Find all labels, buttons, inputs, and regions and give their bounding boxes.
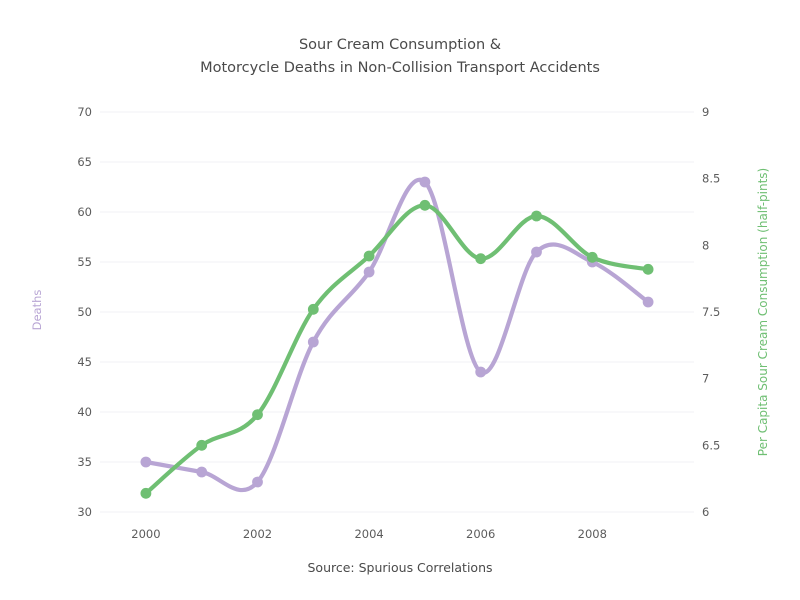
left-axis-tick-labels: 30 35 40 45 50 55 60 65 70: [77, 105, 92, 519]
x-axis-tick-label: 2006: [466, 527, 495, 541]
left-axis-tick-label: 35: [77, 455, 92, 469]
x-axis-tick-label: 2008: [578, 527, 607, 541]
data-point-marker[interactable]: [531, 246, 542, 258]
data-point-marker[interactable]: [140, 456, 152, 468]
data-point-marker[interactable]: [586, 251, 598, 263]
data-point-marker[interactable]: [307, 336, 319, 348]
left-axis-tick-label: 55: [77, 255, 92, 269]
data-point-marker[interactable]: [363, 250, 375, 262]
data-point-marker[interactable]: [307, 303, 319, 315]
data-point-marker[interactable]: [419, 199, 431, 211]
left-axis-tick-label: 45: [77, 355, 92, 369]
left-axis-title: Deaths: [30, 290, 44, 331]
data-point-marker[interactable]: [196, 439, 208, 451]
right-axis-tick-label: 7.5: [702, 305, 720, 319]
data-point-marker[interactable]: [196, 466, 208, 478]
right-axis-tick-label: 8: [702, 238, 709, 252]
right-axis-tick-labels: 6 6.5 7 7.5 8 8.5 9: [702, 105, 720, 519]
data-point-marker[interactable]: [252, 476, 263, 488]
chart-caption: Source: Spurious Correlations: [307, 560, 492, 575]
data-point-marker[interactable]: [252, 409, 263, 421]
gridlines: [100, 111, 694, 513]
data-point-marker[interactable]: [531, 210, 542, 222]
x-axis-tick-labels: 2000 2002 2004 2006 2008: [131, 527, 607, 541]
left-axis-tick-label: 50: [77, 305, 92, 319]
data-point-marker[interactable]: [475, 366, 487, 378]
data-point-marker[interactable]: [140, 487, 152, 499]
series-line: [143, 203, 651, 496]
data-point-marker[interactable]: [419, 176, 431, 188]
right-axis-tick-label: 8.5: [702, 172, 720, 186]
left-axis-tick-label: 70: [77, 105, 92, 119]
right-axis-tick-label: 9: [702, 105, 709, 119]
left-axis-tick-label: 30: [77, 505, 92, 519]
right-axis-tick-label: 7: [702, 372, 709, 386]
right-axis-title: Per Capita Sour Cream Consumption (half-…: [756, 168, 770, 456]
data-point-marker[interactable]: [363, 266, 375, 278]
x-axis-tick-label: 2004: [354, 527, 383, 541]
left-axis-tick-label: 60: [77, 205, 92, 219]
right-axis-tick-label: 6.5: [702, 438, 720, 452]
x-axis-tick-label: 2000: [131, 527, 160, 541]
series-layer: [140, 176, 654, 499]
chart-title-line-2: Motorcycle Deaths in Non-Collision Trans…: [200, 60, 600, 76]
data-point-marker[interactable]: [475, 253, 487, 265]
data-point-marker[interactable]: [642, 296, 654, 308]
x-axis-tick-label: 2002: [243, 527, 272, 541]
series-line: [143, 177, 651, 493]
left-axis-tick-label: 65: [77, 155, 92, 169]
data-point-marker[interactable]: [642, 263, 654, 275]
right-axis-tick-label: 6: [702, 505, 709, 519]
chart-title-line-1: Sour Cream Consumption &: [299, 37, 501, 53]
series-2: [140, 199, 654, 499]
left-axis-tick-label: 40: [77, 405, 92, 419]
